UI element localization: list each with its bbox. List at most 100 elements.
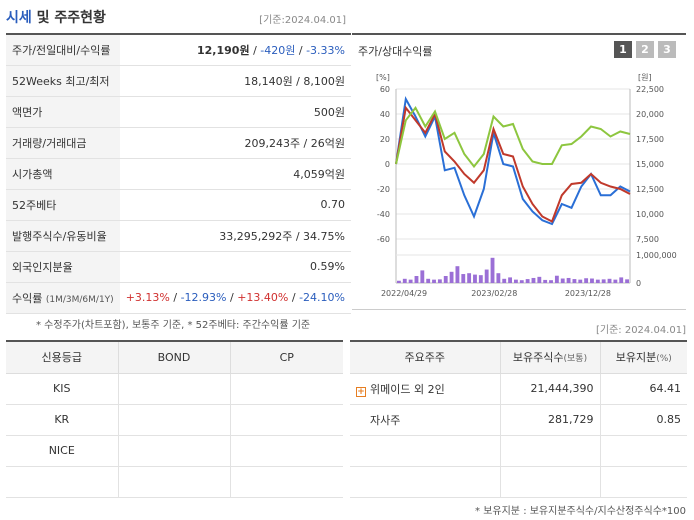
holder-name: 자사주 — [350, 404, 500, 436]
volume-bar — [619, 277, 624, 283]
footnote: * 보유지분 : 보유지분주식수/지수산정주식수*100 — [475, 506, 686, 517]
table-row: KR — [6, 404, 343, 436]
volume-bar — [443, 276, 448, 283]
column-header: 보유주식수(보통) — [499, 340, 600, 374]
empty-cell — [499, 466, 600, 498]
table-row: 수익률 (1M/3M/6M/1Y) +3.13% / -12.93% / +13… — [6, 282, 351, 314]
y-left-tick-label: 20 — [380, 135, 390, 144]
series-line — [395, 105, 631, 169]
row-label: 시가총액 — [6, 158, 120, 190]
reference-date: [기준: 2024.04.01] — [595, 325, 686, 336]
y-right-tick-label: 22,500 — [636, 85, 664, 94]
volume-bar — [625, 279, 629, 283]
holder-shares: 21,444,390 — [499, 373, 600, 405]
volume-bar — [414, 276, 419, 283]
row-value: 0.70 — [119, 189, 351, 221]
volume-bar — [590, 278, 594, 283]
y-right-tick-label: 20,000 — [636, 110, 664, 119]
table-row — [6, 466, 343, 498]
volume-bar — [566, 277, 571, 283]
volume-bar — [537, 276, 542, 283]
agency-name: KIS — [6, 373, 118, 405]
cp-cell — [229, 373, 343, 405]
row-label: 52주베타 — [6, 189, 120, 221]
row-label: 발행주식수/유동비율 — [6, 220, 120, 252]
row-value: 4,059억원 — [119, 158, 351, 190]
table-row: 52주베타 0.70 — [6, 189, 351, 221]
table-row: NICE — [6, 435, 343, 467]
volume-bar — [508, 277, 512, 283]
y-left-tick-label: -60 — [377, 235, 390, 244]
empty-cell — [599, 435, 687, 467]
row-value: 0.59% — [119, 251, 351, 283]
volume-bar — [478, 275, 483, 283]
empty-cell — [599, 466, 687, 498]
expand-plus-icon[interactable]: + — [356, 386, 366, 397]
x-tick-label: 2022/04/29 — [381, 289, 427, 298]
major-shareholders-table: 주요주주 보유주식수(보통) 보유지분(%) + 위메이드 외 2인 21,444… — [350, 340, 687, 498]
chart-tabs: 1 2 3 — [614, 41, 676, 58]
y-left-tick-label: -20 — [377, 185, 390, 194]
y-right-tick-label: 7,500 — [636, 235, 659, 244]
y-left-tick-label: 0 — [385, 160, 390, 169]
volume-bar — [461, 274, 466, 283]
price-value: 12,190원 / -420원 / -3.33% — [119, 33, 351, 66]
row-label: 액면가 — [6, 96, 120, 128]
volume-bar — [554, 275, 559, 283]
y-right-tick-label: 12,500 — [636, 185, 664, 194]
holder-pct: 0.85 — [599, 404, 687, 436]
tab-1[interactable]: 1 — [614, 41, 632, 58]
volume-bar — [402, 278, 407, 283]
tab-2[interactable]: 2 — [636, 41, 654, 58]
price-info-table: 주가/전일대비/수익률 12,190원 / -420원 / -3.33% 52W… — [6, 33, 351, 314]
y-right-unit: [원] — [638, 73, 652, 82]
tab-3[interactable]: 3 — [658, 41, 676, 58]
table-row: 액면가 500원 — [6, 96, 351, 128]
chart-panel: 주가/상대수익률 1 2 3 [%] [원] 60 22,500 40 20,000 20 1… — [352, 33, 686, 310]
table-row — [350, 466, 687, 498]
table-row: 거래량/거래대금 209,243주 / 26억원 — [6, 127, 351, 159]
column-header: CP — [229, 340, 343, 374]
volume-bar — [420, 270, 425, 283]
agency-name: NICE — [6, 435, 118, 467]
table-row: + 위메이드 외 2인 21,444,390 64.41 — [350, 373, 687, 405]
empty-cell — [499, 435, 600, 467]
row-label: 주가/전일대비/수익률 — [6, 33, 120, 66]
empty-cell — [350, 466, 500, 498]
volume-bar — [607, 278, 612, 283]
y-right-tick-label: 17,500 — [636, 135, 664, 144]
column-header: 주요주주 — [350, 340, 500, 374]
volume-bar — [560, 278, 565, 283]
table-row: 시가총액 4,059억원 — [6, 158, 351, 190]
table-row — [350, 435, 687, 467]
row-value: 500원 — [119, 96, 351, 128]
table-row: 외국인지분율 0.59% — [6, 251, 351, 283]
volume-bar — [572, 279, 577, 283]
column-header: BOND — [117, 340, 230, 374]
empty-cell — [350, 435, 500, 467]
legend-label: 위메이드맥스 — [437, 308, 481, 309]
volume-bar — [484, 269, 489, 283]
cp-cell — [229, 404, 343, 436]
row-value: 209,243주 / 26억원 — [119, 127, 351, 159]
row-label: 수익률 (1M/3M/6M/1Y) — [6, 282, 120, 314]
y-right-tick-label: 10,000 — [636, 210, 664, 219]
volume-bar — [525, 279, 530, 283]
y-left-tick-label: 60 — [380, 85, 390, 94]
volume-bar — [437, 279, 442, 283]
credit-rating-table: 신용등급 BOND CP KIS KR NICE — [6, 340, 343, 498]
x-tick-label: 2023/12/28 — [565, 289, 611, 298]
row-value: 33,295,292주 / 34.75% — [119, 220, 351, 252]
row-value: 18,140원 / 8,100원 — [119, 65, 351, 97]
y-right-tick-label: 15,000 — [636, 160, 664, 169]
returns-value: +3.13% / -12.93% / +13.40% / -24.10% — [119, 282, 351, 314]
column-header: 보유지분(%) — [599, 340, 687, 374]
bond-cell — [117, 373, 230, 405]
row-label: 거래량/거래대금 — [6, 127, 120, 159]
volume-bar — [584, 278, 589, 283]
volume-bar — [408, 279, 413, 283]
column-header: 신용등급 — [6, 340, 118, 374]
x-tick-label: 2023/02/28 — [471, 289, 517, 298]
volume-bar — [519, 280, 524, 283]
volume-bar — [426, 278, 431, 283]
